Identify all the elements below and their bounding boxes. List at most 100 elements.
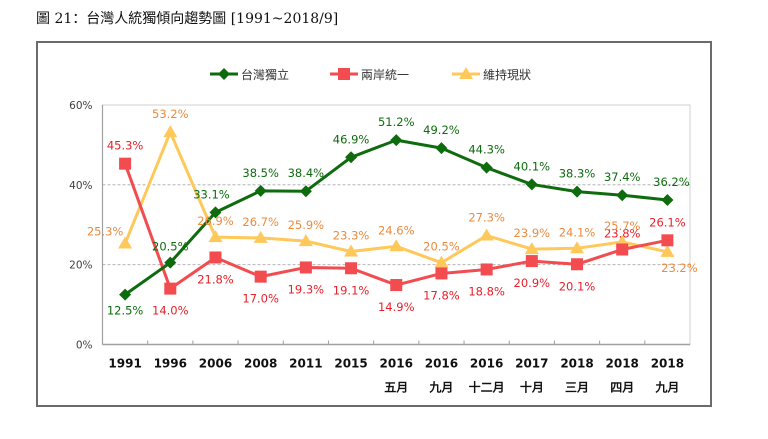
data-label: 12.5%: [107, 304, 144, 318]
y-tick-label: 0%: [76, 340, 93, 352]
data-label: 19.3%: [288, 282, 325, 296]
x-tick-label-month: 四月: [610, 381, 634, 395]
data-label: 25.9%: [288, 218, 325, 232]
data-point-marker: [434, 255, 449, 268]
x-tick-label-year: 2016: [470, 357, 503, 371]
data-label: 23.9%: [514, 226, 551, 240]
chart-title: 圖 21：台灣人統獨傾向趨勢圖 [1991~2018/9]: [36, 11, 339, 27]
x-tick-label-year: 1991: [108, 357, 141, 371]
data-label: 33.1%: [193, 187, 230, 201]
x-tick-label-year: 2018: [606, 357, 639, 371]
data-label: 53.2%: [152, 107, 189, 121]
data-label: 44.3%: [468, 143, 505, 157]
data-label: 23.8%: [604, 226, 641, 240]
legend-item: 兩岸統一: [330, 68, 409, 82]
data-label: 26.9%: [197, 214, 234, 228]
data-point-marker: [298, 234, 313, 247]
data-point-marker: [389, 239, 404, 252]
data-point-marker: [208, 230, 223, 243]
x-tick-label-year: 2017: [515, 357, 548, 371]
data-label: 37.4%: [604, 170, 641, 184]
data-label: 36.2%: [653, 175, 690, 189]
data-label: 46.9%: [333, 132, 370, 146]
data-label: 24.6%: [378, 223, 415, 237]
data-point-marker: [164, 282, 177, 295]
x-tick-label-month: 九月: [654, 380, 679, 395]
data-point-marker: [209, 206, 222, 219]
y-tick-label: 40%: [69, 180, 92, 192]
data-point-marker: [299, 261, 312, 274]
x-tick-label-month: 三月: [565, 381, 589, 395]
data-labels: 12.5% 20.5% 33.1% 38.5% 38.4% 46.9% 51.2% 49.2%…: [87, 107, 698, 317]
data-label: 17.0%: [242, 292, 279, 306]
data-point-marker: [345, 262, 358, 275]
data-point-marker: [254, 184, 267, 197]
data-label: 27.3%: [468, 211, 505, 225]
data-label: 26.1%: [649, 215, 686, 229]
data-point-marker: [571, 258, 584, 271]
data-point-marker: [119, 157, 132, 170]
data-label: 38.3%: [559, 167, 596, 181]
data-point-marker: [661, 194, 674, 207]
data-point-marker: [390, 134, 403, 147]
x-tick-label-year: 2016: [425, 357, 458, 371]
series-layer: [118, 125, 675, 301]
data-label: 49.2%: [423, 123, 460, 137]
data-point-marker: [435, 267, 448, 280]
x-tick-label-year: 2011: [289, 357, 322, 371]
data-point-marker: [661, 234, 674, 247]
data-label: 38.5%: [242, 166, 279, 180]
data-label: 25.3%: [87, 225, 124, 239]
data-point-marker: [435, 142, 448, 155]
data-label: 23.3%: [333, 228, 370, 242]
data-label: 23.2%: [661, 261, 698, 275]
x-tick-label-month: 十二月: [469, 380, 505, 395]
data-point-marker: [118, 236, 133, 249]
data-label: 14.9%: [378, 300, 415, 314]
data-label: 51.2%: [378, 115, 415, 129]
data-point-marker: [616, 243, 629, 256]
legend-square-icon: [338, 68, 350, 80]
data-label: 20.5%: [423, 240, 460, 254]
data-label: 20.1%: [559, 279, 596, 293]
x-tick-label-month: 五月: [384, 381, 408, 395]
chart-frame: [36, 41, 712, 407]
axes: 0% 20% 40% 60% 1991 1996 2006 2008 2011 2015 2016 五…: [69, 100, 690, 395]
data-label: 14.0%: [152, 304, 189, 318]
data-point-marker: [480, 263, 493, 276]
data-point-marker: [525, 178, 538, 191]
legend-label: 兩岸統一: [361, 68, 409, 82]
legend-label: 台灣獨立: [241, 67, 289, 82]
y-tick-label: 60%: [69, 100, 92, 112]
data-point-marker: [660, 244, 675, 257]
data-label: 38.4%: [288, 166, 325, 180]
data-point-marker: [480, 161, 493, 174]
legend-label: 維持現狀: [483, 67, 531, 82]
data-label: 25.7%: [604, 219, 641, 233]
data-point-marker: [390, 279, 403, 292]
data-point-marker: [254, 270, 267, 283]
data-point-marker: [164, 256, 177, 269]
data-point-marker: [571, 185, 584, 198]
data-label: 24.1%: [559, 225, 596, 239]
data-label: 21.8%: [197, 272, 234, 286]
data-label: 17.8%: [423, 288, 460, 302]
x-tick-label-year: 2006: [199, 357, 232, 371]
x-tick-label-year: 2008: [244, 357, 277, 371]
data-point-marker: [345, 151, 358, 164]
data-point-marker: [524, 242, 539, 255]
legend: 台灣獨立 兩岸統一 維持現狀: [210, 67, 531, 82]
x-tick-label-year: 2016: [380, 357, 413, 371]
legend-item: 台灣獨立: [210, 67, 289, 82]
data-point-marker: [119, 288, 132, 301]
x-tick-label-year: 2018: [560, 357, 593, 371]
legend-triangle-icon: [459, 67, 473, 79]
data-label: 20.5%: [152, 240, 189, 254]
data-point-marker: [479, 228, 494, 241]
x-tick-label-year: 2018: [651, 357, 684, 371]
x-tick-label-month: 十月: [520, 380, 544, 395]
data-point-marker: [616, 189, 629, 202]
data-point-marker: [525, 255, 538, 268]
data-label: 40.1%: [514, 159, 551, 173]
